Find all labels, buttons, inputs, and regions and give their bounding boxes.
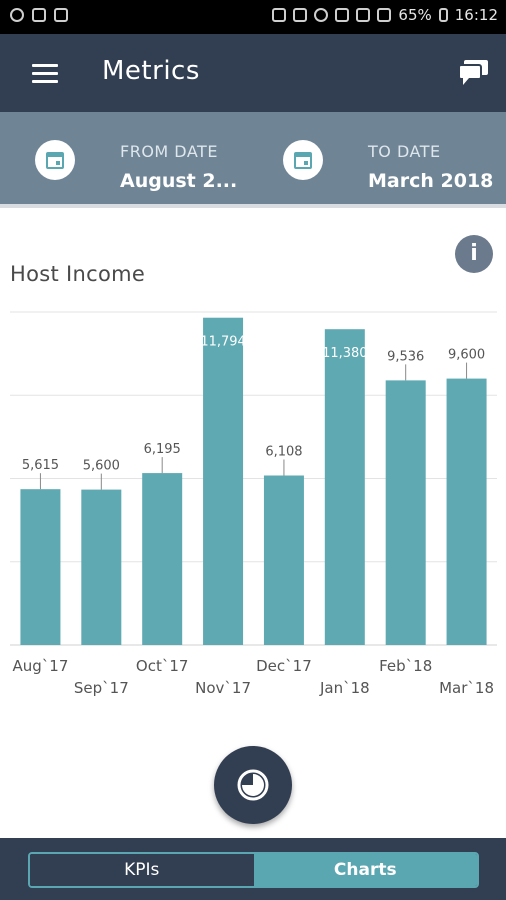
bottom-bar: KPIs Charts xyxy=(0,838,506,900)
chart-title: Host Income xyxy=(10,262,146,286)
status-bar: 65% 16:12 xyxy=(0,0,506,34)
video-call-icon xyxy=(54,8,68,22)
silent-icon xyxy=(293,8,308,22)
wifi-icon xyxy=(335,8,350,22)
data-label: 6,108 xyxy=(265,445,302,460)
signal-icon xyxy=(377,8,392,22)
data-label: 5,615 xyxy=(22,458,59,473)
system-status: 65% 16:12 xyxy=(272,6,498,24)
clock: 16:12 xyxy=(454,6,498,24)
from-date-calendar-button[interactable] xyxy=(35,140,75,180)
chart-bar[interactable] xyxy=(385,380,426,645)
to-date-label: TO DATE xyxy=(368,142,441,161)
host-income-chart: 5,615 Aug`17 5,600 Sep`17 6,195 Oct`17 11,794 N… xyxy=(10,311,497,697)
to-date-calendar-button[interactable] xyxy=(283,140,323,180)
x-tick-label: Oct`17 xyxy=(136,657,189,675)
data-label: 11,794 xyxy=(200,335,246,350)
x-tick-label: Feb`18 xyxy=(379,657,432,675)
data-label: 9,536 xyxy=(387,349,424,364)
video-call-icon xyxy=(32,8,46,22)
x-tick-label: Mar`18 xyxy=(439,679,494,697)
data-label: 6,195 xyxy=(144,442,181,457)
hamburger-menu-icon[interactable] xyxy=(32,64,58,84)
data-label: 9,600 xyxy=(448,348,485,363)
date-filter-bar: FROM DATE August 2... TO DATE March 2018 xyxy=(0,112,506,208)
chart-type-button[interactable] xyxy=(214,746,292,824)
chart-bar[interactable] xyxy=(142,473,183,645)
mute-icon xyxy=(272,8,287,22)
page-title: Metrics xyxy=(102,56,200,86)
view-toggle: KPIs Charts xyxy=(28,852,479,888)
app-bar: Metrics xyxy=(0,34,506,112)
chart-bar[interactable] xyxy=(81,489,122,645)
x-tick-label: Dec`17 xyxy=(256,657,312,675)
to-date-value[interactable]: March 2018 xyxy=(368,170,494,192)
notification-icons xyxy=(10,8,68,22)
battery-icon xyxy=(438,8,448,22)
chat-icon[interactable] xyxy=(458,58,490,86)
from-date-label: FROM DATE xyxy=(120,142,218,161)
chart-bar[interactable] xyxy=(203,317,244,645)
chart-bar[interactable] xyxy=(20,489,61,645)
chart-bar[interactable] xyxy=(446,378,487,645)
calendar-icon xyxy=(46,151,64,169)
x-tick-label: Aug`17 xyxy=(12,657,68,675)
tab-charts[interactable]: Charts xyxy=(253,854,477,886)
data-label: 5,600 xyxy=(83,459,120,474)
calendar-icon xyxy=(294,151,312,169)
chart-bar[interactable] xyxy=(263,475,304,645)
x-tick-label: Jan`18 xyxy=(319,679,370,697)
alarm-icon xyxy=(314,8,329,22)
chart-bar[interactable] xyxy=(324,329,365,645)
x-tick-label: Nov`17 xyxy=(195,679,251,697)
from-date-value[interactable]: August 2... xyxy=(120,170,238,192)
pie-chart-icon xyxy=(237,769,269,801)
x-tick-label: Sep`17 xyxy=(74,679,129,697)
whatsapp-icon xyxy=(10,8,24,22)
tab-kpis[interactable]: KPIs xyxy=(30,854,254,886)
info-icon[interactable]: i xyxy=(455,235,493,273)
data-label: 11,380 xyxy=(322,346,368,361)
battery-level: 65% xyxy=(398,6,432,24)
sim-icon xyxy=(356,8,371,22)
